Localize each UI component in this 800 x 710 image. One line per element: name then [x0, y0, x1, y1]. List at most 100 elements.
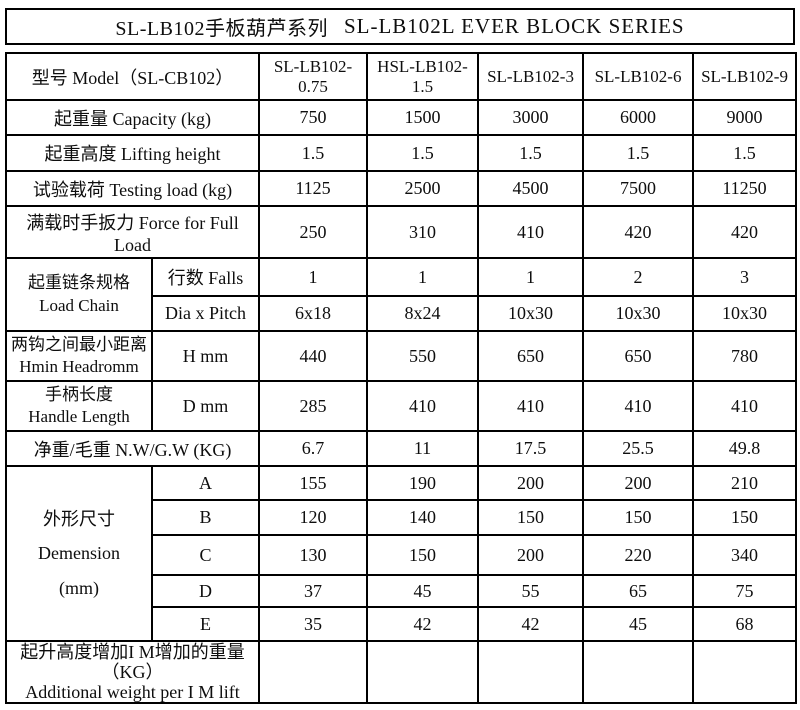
dia-pitch-value: 8x24	[366, 295, 480, 332]
row-testing-load: 试验载荷 Testing load (kg) 1125 2500 4500 75…	[4, 170, 798, 207]
row-capacity: 起重量 Capacity (kg) 750 1500 3000 6000 900…	[4, 99, 798, 136]
dimension-label-zh: 外形尺寸	[43, 509, 115, 530]
row-model: 型号 Model（SL-CB102） SL-LB102-0.75 HSL-LB1…	[4, 52, 798, 101]
row-weight: 净重/毛重 N.W/G.W (KG) 6.7 11 17.5 25.5 49.8	[4, 430, 798, 467]
weight-row-label: 净重/毛重 N.W/G.W (KG)	[4, 430, 261, 467]
testing-load-value: 7500	[582, 170, 695, 207]
additional-weight-label-zh: 起升高度增加I M增加的重量（KG）	[20, 642, 245, 683]
falls-value: 3	[692, 257, 798, 297]
title-en: SL-LB102L EVER BLOCK SERIES	[343, 14, 685, 38]
dia-pitch-value: 10x30	[692, 295, 798, 332]
dimension-value: 120	[258, 499, 369, 536]
capacity-value: 9000	[692, 99, 798, 136]
dimension-value: 42	[366, 606, 480, 642]
load-chain-group-label: 起重链条规格 Load Chain	[5, 257, 153, 332]
dimension-sub-label: A	[150, 465, 261, 501]
handle-length-group-label: 手柄长度 Handle Length	[5, 380, 153, 432]
dimension-value: 65	[582, 574, 695, 608]
row-dimension-d: D 37 45 55 65 75	[6, 574, 798, 608]
row-dimension-e: E 35 42 42 45 68	[6, 606, 798, 642]
falls-value: 2	[582, 257, 695, 297]
load-chain-label-en: Load Chain	[39, 295, 119, 315]
headroom-value: 780	[692, 330, 798, 382]
full-load-force-row-label: 满载时手扳力 Force for Full Load	[4, 205, 261, 259]
dimension-value: 150	[582, 499, 695, 536]
full-load-force-value: 420	[692, 205, 798, 259]
dia-pitch-value: 10x30	[582, 295, 695, 332]
row-headroom: 两钩之间最小距离 Hmin Headromm H mm 440 550 650 …	[5, 330, 798, 382]
headroom-label-en: Hmin Headromm	[19, 357, 139, 376]
dimension-value: 55	[477, 574, 585, 608]
lifting-height-row-label: 起重高度 Lifting height	[4, 134, 261, 172]
testing-load-value: 2500	[366, 170, 480, 207]
headroom-value: 650	[477, 330, 585, 382]
dimension-value: 45	[582, 606, 695, 642]
dimension-value: 200	[582, 465, 695, 501]
headroom-value: 550	[366, 330, 480, 382]
model-value: SL-LB102-0.75	[258, 52, 369, 101]
lifting-height-value: 1.5	[692, 134, 798, 172]
capacity-value: 3000	[477, 99, 585, 136]
table-title: SL-LB102手板葫芦系列 SL-LB102L EVER BLOCK SERI…	[5, 8, 795, 45]
title-zh: SL-LB102手板葫芦系列	[115, 18, 328, 40]
dimension-sub-label: C	[150, 534, 261, 576]
weight-value: 6.7	[258, 430, 369, 467]
dimension-value: 37	[258, 574, 369, 608]
headroom-label-zh: 两钩之间最小距离	[11, 334, 147, 354]
falls-sub-label: 行数 Falls	[150, 257, 261, 297]
weight-value: 11	[366, 430, 480, 467]
full-load-force-value: 420	[582, 205, 695, 259]
row-additional-weight: 起升高度增加I M增加的重量（KG） Additional weight per…	[4, 639, 798, 705]
dimension-label-unit: (mm)	[59, 577, 99, 598]
lifting-height-value: 1.5	[366, 134, 480, 172]
dimension-group-label: 外形尺寸 Demension (mm)	[5, 465, 153, 642]
row-dimension-b: B 120 140 150 150 150	[6, 499, 798, 536]
falls-value: 1	[366, 257, 480, 297]
dimension-sub-label: E	[150, 606, 261, 642]
spec-table: 型号 Model（SL-CB102） SL-LB102-0.75 HSL-LB1…	[4, 52, 798, 705]
dimension-value: 42	[477, 606, 585, 642]
handle-length-sub-label: D mm	[150, 380, 261, 432]
row-dimension-a: 外形尺寸 Demension (mm) A 155 190 200 200 21…	[5, 465, 798, 642]
lifting-height-value: 1.5	[582, 134, 695, 172]
additional-weight-label-en: Additional weight per I M lift	[25, 682, 240, 703]
handle-length-value: 410	[366, 380, 480, 432]
dia-pitch-sub-label: Dia x Pitch	[150, 295, 261, 332]
weight-value: 25.5	[582, 430, 695, 467]
weight-value: 17.5	[477, 430, 585, 467]
testing-load-value: 4500	[477, 170, 585, 207]
capacity-value: 1500	[366, 99, 480, 136]
dimension-value: 190	[366, 465, 480, 501]
dimension-value: 150	[366, 534, 480, 576]
dimension-sub-label: D	[150, 574, 261, 608]
full-load-force-value: 250	[258, 205, 369, 259]
full-load-force-value: 410	[477, 205, 585, 259]
dimension-value: 200	[477, 534, 585, 576]
dimension-value: 220	[582, 534, 695, 576]
full-load-force-value: 310	[366, 205, 480, 259]
capacity-row-label: 起重量 Capacity (kg)	[4, 99, 261, 136]
dimension-value: 210	[692, 465, 798, 501]
lifting-height-value: 1.5	[258, 134, 369, 172]
falls-value: 1	[477, 257, 585, 297]
dimension-value: 130	[258, 534, 369, 576]
handle-length-value: 285	[258, 380, 369, 432]
headroom-group-label: 两钩之间最小距离 Hmin Headromm	[5, 330, 153, 382]
lifting-height-value: 1.5	[477, 134, 585, 172]
model-value: SL-LB102-9	[692, 52, 798, 101]
dia-pitch-value: 6x18	[258, 295, 369, 332]
handle-length-value: 410	[582, 380, 695, 432]
testing-load-value: 11250	[692, 170, 798, 207]
additional-weight-value	[582, 639, 695, 705]
capacity-value: 750	[258, 99, 369, 136]
dimension-value: 155	[258, 465, 369, 501]
dimension-value: 68	[692, 606, 798, 642]
row-full-load-force: 满载时手扳力 Force for Full Load 250 310 410 4…	[4, 205, 798, 259]
additional-weight-row-label: 起升高度增加I M增加的重量（KG） Additional weight per…	[4, 639, 261, 705]
headroom-sub-label: H mm	[150, 330, 261, 382]
row-load-chain-falls: 起重链条规格 Load Chain 行数 Falls 1 1 1 2 3	[5, 257, 798, 332]
handle-length-label-zh: 手柄长度	[45, 384, 113, 404]
additional-weight-value	[258, 639, 369, 705]
handle-length-value: 410	[477, 380, 585, 432]
